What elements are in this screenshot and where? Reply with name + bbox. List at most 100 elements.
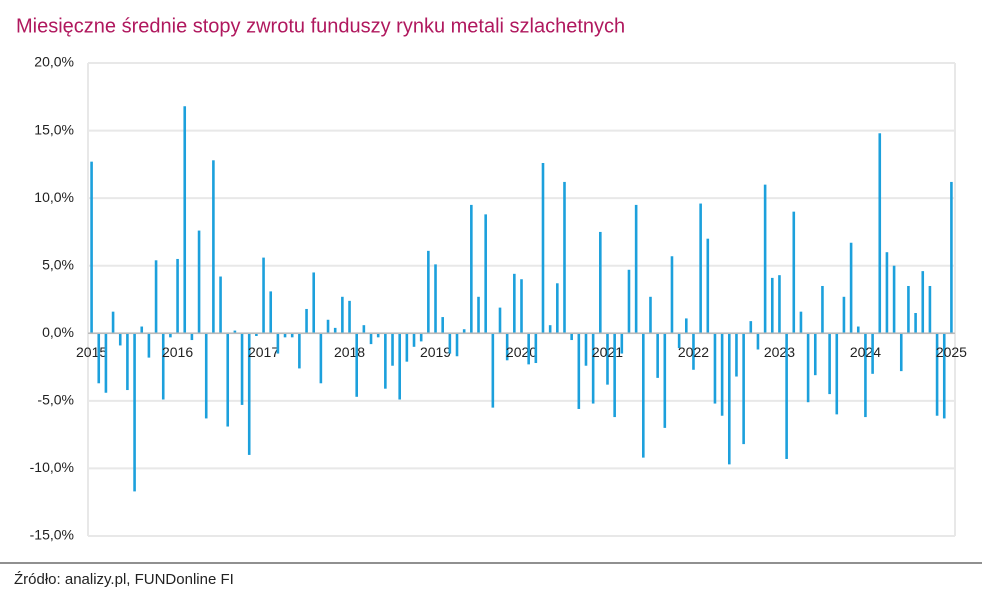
bar xyxy=(391,333,394,366)
bar xyxy=(849,242,853,334)
bar xyxy=(856,326,860,334)
bar xyxy=(276,333,280,354)
bar xyxy=(269,291,273,334)
bar xyxy=(649,296,652,334)
bar xyxy=(405,333,409,362)
y-tick-label: -5,0% xyxy=(37,392,74,408)
bar xyxy=(190,333,194,341)
bar xyxy=(333,327,337,334)
bar xyxy=(907,285,910,334)
bar xyxy=(498,307,502,334)
bar xyxy=(326,319,330,334)
bar xyxy=(126,333,129,391)
bar xyxy=(240,333,244,405)
y-tick-label: 5,0% xyxy=(42,256,74,272)
x-tick-label: 2021 xyxy=(592,344,623,360)
bar xyxy=(670,256,674,334)
bar xyxy=(427,250,430,334)
x-tick-label: 2020 xyxy=(506,344,537,360)
bar xyxy=(778,275,781,334)
x-tick-label: 2017 xyxy=(248,344,279,360)
y-tick-label: 10,0% xyxy=(34,189,74,205)
bar xyxy=(828,333,831,395)
bar xyxy=(369,333,373,345)
bar xyxy=(204,333,208,419)
bar xyxy=(692,333,695,370)
bar xyxy=(792,211,796,334)
bar xyxy=(247,333,251,455)
x-tick-label: 2023 xyxy=(764,344,795,360)
bar xyxy=(656,333,659,378)
bar xyxy=(462,329,466,334)
bar xyxy=(541,163,545,334)
y-tick-label: 0,0% xyxy=(42,324,74,340)
bar xyxy=(118,333,122,346)
bar xyxy=(842,296,846,334)
bar xyxy=(813,333,817,376)
bar xyxy=(799,311,803,334)
bar xyxy=(262,257,265,334)
bar xyxy=(921,271,925,334)
bar xyxy=(527,333,530,365)
bar xyxy=(735,333,738,377)
bar xyxy=(570,333,573,341)
bar xyxy=(591,333,595,404)
bar xyxy=(298,333,301,369)
y-tick-label: -10,0% xyxy=(30,459,74,475)
bar xyxy=(577,333,581,409)
bar xyxy=(255,333,258,336)
bar xyxy=(599,231,602,334)
bar xyxy=(606,333,609,385)
bar xyxy=(663,333,667,428)
bar xyxy=(212,160,215,334)
bar xyxy=(290,333,294,338)
bar xyxy=(513,273,516,334)
bar xyxy=(720,333,724,416)
bar xyxy=(835,333,839,415)
bar xyxy=(283,333,287,338)
bar xyxy=(534,333,538,364)
bar xyxy=(376,333,380,338)
bar xyxy=(520,279,523,334)
bar xyxy=(90,161,93,334)
bar xyxy=(441,317,444,334)
x-tick-label: 2019 xyxy=(420,344,451,360)
bar xyxy=(742,333,745,445)
bar xyxy=(878,133,882,334)
bar xyxy=(355,333,358,397)
x-tick-label: 2016 xyxy=(162,344,193,360)
bar xyxy=(362,325,366,334)
bar xyxy=(412,333,416,347)
bar xyxy=(169,333,172,338)
bar xyxy=(584,333,588,366)
bar xyxy=(455,333,459,357)
bar xyxy=(727,333,731,465)
bar xyxy=(806,333,810,403)
bar xyxy=(677,333,681,349)
bar xyxy=(928,285,932,334)
bar xyxy=(871,333,874,374)
bar xyxy=(685,318,688,334)
bar xyxy=(892,265,896,334)
bar xyxy=(505,333,509,361)
x-tick-label: 2018 xyxy=(334,344,365,360)
bar xyxy=(914,313,917,334)
bar xyxy=(821,285,824,334)
bar xyxy=(226,333,230,427)
bar xyxy=(419,333,423,342)
bar xyxy=(642,333,645,458)
bar xyxy=(556,283,559,334)
bar xyxy=(749,321,753,334)
bar xyxy=(233,330,237,334)
bar xyxy=(197,230,201,334)
y-tick-label: 20,0% xyxy=(34,54,74,70)
bar xyxy=(713,333,717,404)
bar xyxy=(634,204,638,334)
bar xyxy=(477,296,480,334)
x-tick-label: 2022 xyxy=(678,344,709,360)
bar xyxy=(627,269,631,334)
bar xyxy=(111,311,115,334)
bar xyxy=(484,214,487,334)
bar xyxy=(899,333,903,372)
